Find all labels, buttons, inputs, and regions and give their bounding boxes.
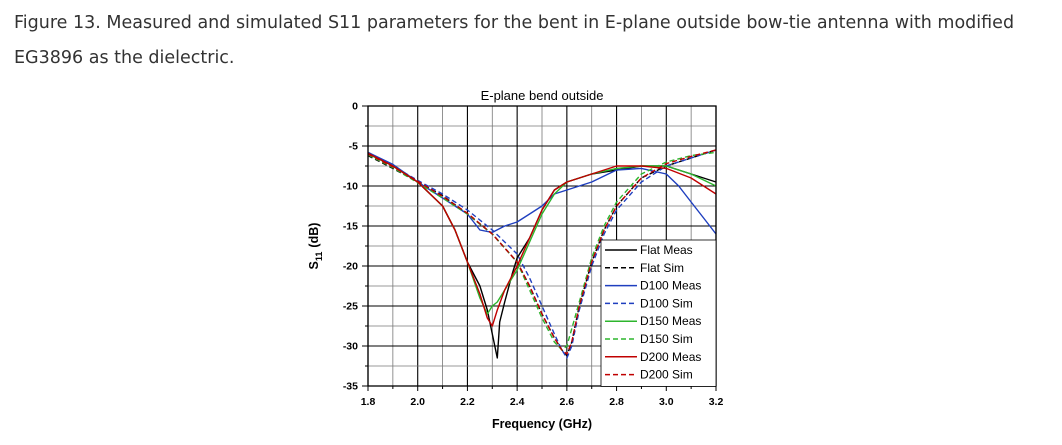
legend-box (600, 239, 717, 387)
y-axis-label-main: S (307, 261, 321, 269)
x-tick-label: 2.8 (609, 396, 624, 408)
y-tick-label: 0 (352, 101, 358, 113)
x-tick-label: 2.2 (460, 396, 475, 408)
series-line-d150-sim (367, 151, 717, 351)
legend-label: D100 Meas (640, 279, 701, 293)
legend-label: D150 Meas (640, 314, 701, 328)
series-line-d200-meas (367, 152, 717, 327)
x-tick-label: 2.4 (510, 396, 525, 408)
x-tick-label: 2.0 (410, 396, 425, 408)
figure-caption: Figure 13. Measured and simulated S11 pa… (14, 6, 1054, 76)
legend-label: D150 Sim (640, 332, 693, 346)
y-tick-label: -25 (343, 301, 358, 313)
y-tick-label: -10 (343, 181, 358, 193)
y-axis-label: S11 (dB) (307, 223, 324, 270)
x-axis-label: Frequency (GHz) (492, 417, 592, 431)
y-axis-label-unit: (dB) (307, 223, 321, 248)
series-line-d200-sim (367, 149, 717, 355)
chart-title: E-plane bend outside (481, 88, 604, 103)
x-tick-label: 1.8 (361, 396, 376, 408)
legend-label: D200 Sim (640, 368, 693, 382)
y-tick-label: -30 (343, 341, 358, 353)
axis-layer: 1.8 2.0 2.2 2.4 2.6 2.8 3.0 3.2 0 -5 -10 -15 -20 -25 -… (343, 101, 724, 409)
legend-label: Flat Meas (640, 243, 693, 257)
y-tick-label: -20 (343, 261, 358, 273)
legend-label: D100 Sim (640, 296, 693, 310)
y-axis-label-sub: 11 (314, 252, 324, 262)
series-layer (367, 149, 717, 359)
x-tick-label: 2.6 (560, 396, 575, 408)
x-tick-label: 3.0 (659, 396, 674, 408)
legend-label: Flat Sim (640, 261, 684, 275)
y-tick-label: -5 (349, 141, 358, 153)
y-tick-label: -35 (343, 381, 358, 393)
x-tick-label: 3.2 (709, 396, 724, 408)
figure-label: Figure 13. (14, 13, 101, 33)
legend: Flat Meas Flat Sim D100 Meas D100 Sim D150 M… (600, 239, 717, 387)
figure-caption-text: Measured and simulated S11 parameters fo… (14, 13, 1015, 68)
y-tick-label: -15 (343, 221, 358, 233)
legend-label: D200 Meas (640, 350, 701, 364)
